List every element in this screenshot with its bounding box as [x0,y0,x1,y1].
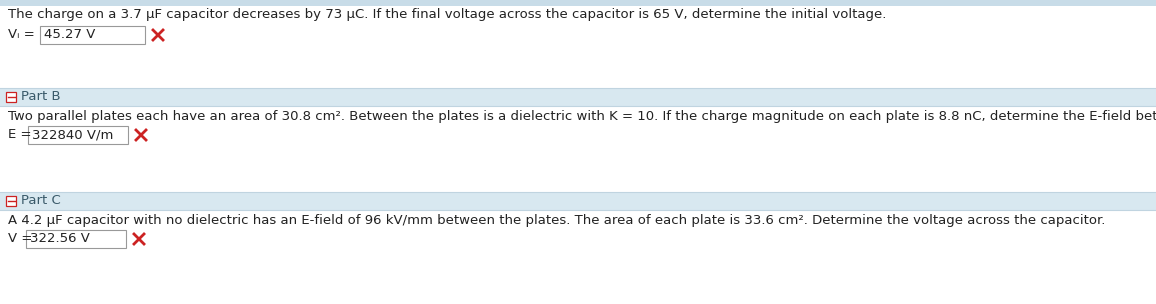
Bar [0,88,1156,106]
Text: 45.27 V: 45.27 V [44,29,96,42]
Bar [25,230,126,248]
Bar [6,196,16,206]
Bar [28,126,128,144]
Text: Part C: Part C [21,195,61,208]
Text: The charge on a 3.7 μF capacitor decreases by 73 μC. If the final voltage across: The charge on a 3.7 μF capacitor decreas… [8,8,887,21]
Text: A 4.2 μF capacitor with no dielectric has an E-field of 96 kV/mm between the pla: A 4.2 μF capacitor with no dielectric ha… [8,214,1105,227]
Text: Vᵢ =: Vᵢ = [8,29,35,42]
Text: E =: E = [8,129,31,141]
Text: 322.56 V: 322.56 V [30,233,90,246]
Text: V =: V = [8,233,32,246]
Text: 322840 V/m: 322840 V/m [32,129,113,141]
Bar [0,0,1156,6]
Bar [40,26,144,44]
Text: Two parallel plates each have an area of 30.8 cm². Between the plates is a diele: Two parallel plates each have an area of… [8,110,1156,123]
Text: Part B: Part B [21,91,60,103]
Bar [0,192,1156,210]
Bar [6,92,16,102]
